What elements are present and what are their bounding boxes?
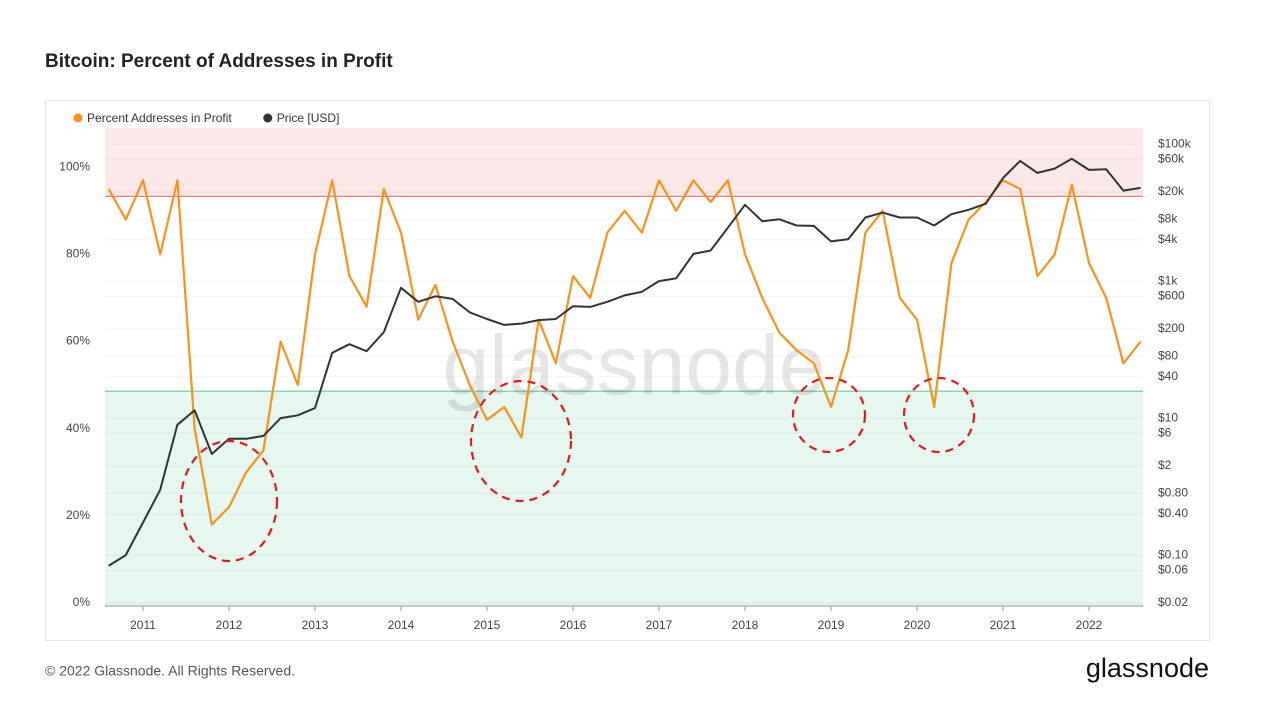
- x-tick-label: 2014: [388, 618, 415, 632]
- x-tick-label: 2022: [1076, 618, 1103, 632]
- y-tick-label: 20%: [66, 508, 90, 522]
- y-tick-label: 0%: [73, 595, 91, 609]
- x-tick-label: 2020: [904, 618, 931, 632]
- x-tick-label: 2021: [990, 618, 1017, 632]
- y2-tick-label: $8k: [1158, 211, 1178, 225]
- legend-label: Price [USD]: [277, 111, 340, 125]
- y2-tick-label: $20k: [1158, 184, 1185, 198]
- series-line: [107, 179, 1142, 526]
- x-tick-label: 2013: [302, 618, 329, 632]
- footer: © 2022 Glassnode. All Rights Reserved.: [45, 663, 295, 679]
- x-tick-label: 2015: [474, 618, 501, 632]
- y2-tick-label: $0.02: [1158, 595, 1188, 609]
- y-tick-label: 80%: [66, 247, 90, 261]
- y-tick-label: 100%: [59, 159, 90, 173]
- x-tick-label: 2018: [732, 618, 759, 632]
- y-tick-label: 60%: [66, 334, 90, 348]
- y2-tick-label: $80: [1158, 348, 1178, 362]
- zone: [105, 128, 1143, 197]
- y2-tick-label: $0.40: [1158, 506, 1188, 520]
- y2-tick-label: $2: [1158, 458, 1172, 472]
- legend-marker: [73, 113, 83, 123]
- chart-frame: [45, 100, 1210, 641]
- y2-tick-label: $0.06: [1158, 563, 1188, 577]
- y2-tick-label: $10: [1158, 410, 1178, 424]
- x-tick-label: 2016: [560, 618, 587, 632]
- highlight-circle: [902, 376, 976, 454]
- y2-tick-label: $100k: [1158, 136, 1192, 150]
- watermark: glassnode: [443, 318, 826, 412]
- y2-tick-label: $200: [1158, 321, 1185, 335]
- x-tick-label: 2019: [818, 618, 845, 632]
- series-line: [108, 157, 1141, 567]
- highlight-circle: [179, 439, 279, 563]
- x-tick-label: 2017: [646, 618, 673, 632]
- highlight-circle: [469, 379, 573, 503]
- logo: glassnode: [1086, 653, 1209, 683]
- annotation-circles: [179, 376, 976, 563]
- y2-tick-label: $0.10: [1158, 547, 1188, 561]
- y2-tick-label: $6: [1158, 426, 1172, 440]
- zone: [105, 391, 1143, 606]
- y2-tick-label: $600: [1158, 289, 1185, 303]
- highlight-circle: [791, 376, 867, 454]
- y2-tick-label: $1k: [1158, 273, 1178, 287]
- y2-tick-label: $0.80: [1158, 485, 1188, 499]
- y2-tick-label: $60k: [1158, 152, 1185, 166]
- y2-tick-label: $40: [1158, 369, 1178, 383]
- x-tick-label: 2012: [216, 618, 243, 632]
- legend-label: Percent Addresses in Profit: [87, 111, 232, 125]
- x-tick-label: 2011: [130, 618, 156, 632]
- y2-tick-label: $4k: [1158, 232, 1178, 246]
- legend-marker: [263, 113, 273, 123]
- plot-area: glassnode: [105, 128, 1143, 611]
- chart-title: Bitcoin: Percent of Addresses in Profit: [45, 51, 393, 72]
- y-tick-label: 40%: [66, 421, 90, 435]
